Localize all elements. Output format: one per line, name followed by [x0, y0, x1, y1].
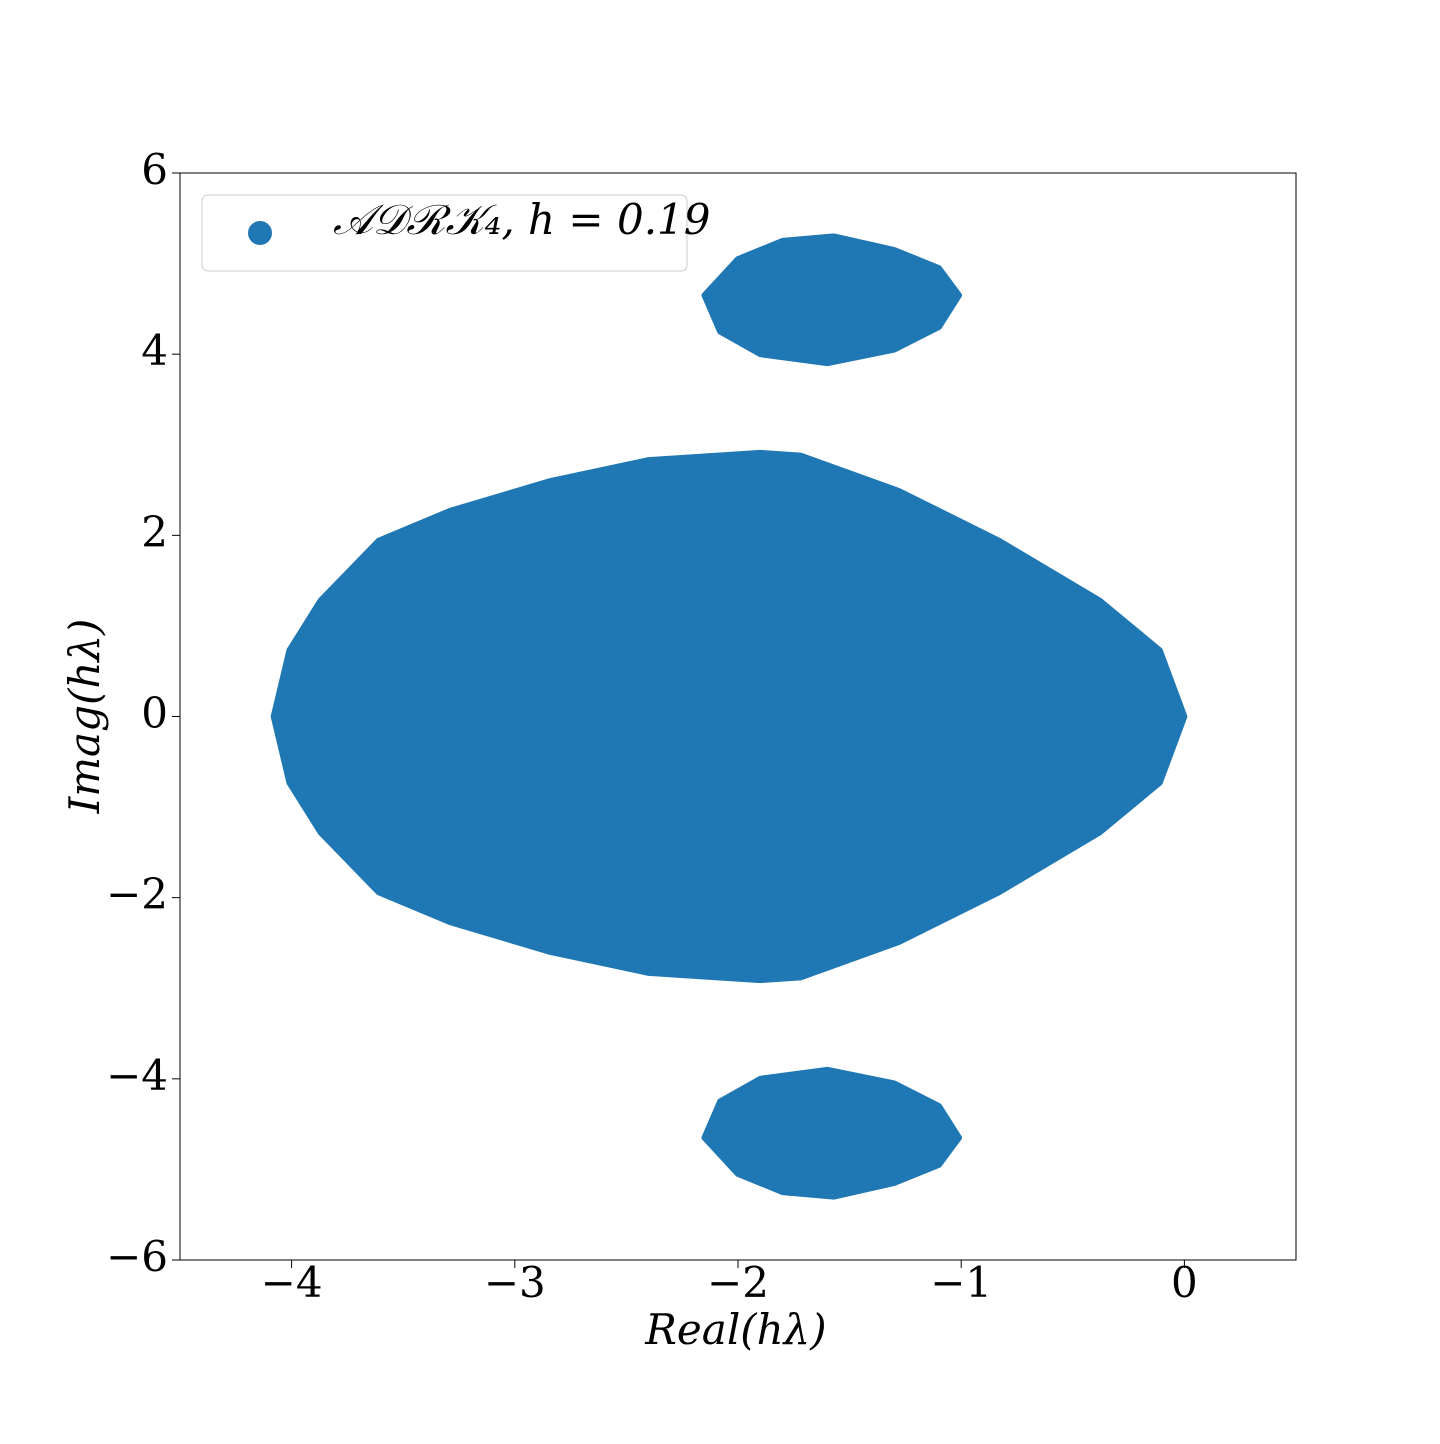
- legend-label: 𝒜𝒟ℛ𝒦₄, h = 0.19: [333, 195, 711, 244]
- x-tick-label: −3: [484, 1258, 546, 1307]
- y-tick-label: 6: [141, 145, 168, 194]
- legend-box: [201, 194, 688, 272]
- y-tick-label: −4: [106, 1051, 168, 1100]
- x-tick-label: −2: [707, 1258, 769, 1307]
- y-axis-title: Imag(hλ): [60, 619, 109, 815]
- stability-region: [270, 233, 1188, 1200]
- x-tick-label: −4: [261, 1258, 323, 1307]
- y-tick-label: 0: [141, 689, 168, 738]
- y-tick-label: −2: [106, 870, 168, 919]
- y-tick-label: 2: [141, 507, 168, 556]
- y-tick-label: 4: [141, 326, 168, 375]
- legend-marker: [248, 221, 272, 245]
- x-axis-title: Real(hλ): [644, 1305, 826, 1354]
- y-tick-label: −6: [106, 1232, 168, 1281]
- x-tick-label: 0: [1171, 1258, 1198, 1307]
- x-tick-label: −1: [930, 1258, 992, 1307]
